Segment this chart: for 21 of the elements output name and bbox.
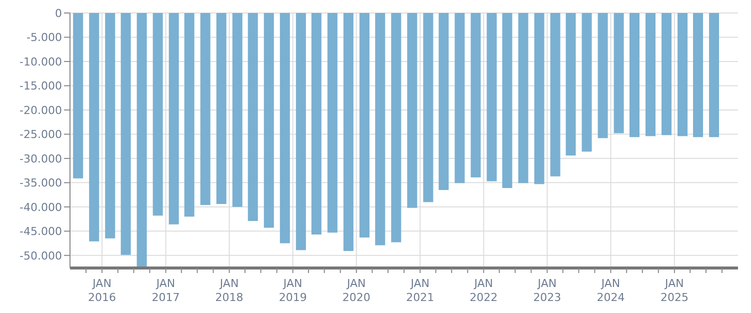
y-tick-label: -35.000 bbox=[20, 176, 62, 190]
x-tick-label: JAN 2023 bbox=[533, 277, 562, 304]
y-tick-label: -50.000 bbox=[20, 249, 62, 262]
y-tick-label: 0 bbox=[55, 6, 62, 20]
x-tick-label: JAN 2022 bbox=[470, 277, 498, 304]
y-tick-label: -20.000 bbox=[20, 104, 62, 117]
x-tick-label: JAN 2019 bbox=[278, 277, 307, 304]
x-tick-label: JAN 2017 bbox=[152, 277, 180, 304]
y-tick-label: -45.000 bbox=[20, 225, 62, 238]
y-tick-label: -5.000 bbox=[26, 31, 62, 44]
x-tick-label: JAN 2018 bbox=[215, 277, 244, 304]
y-tick-label: -15.000 bbox=[20, 80, 62, 93]
x-tick-label: JAN 2020 bbox=[342, 277, 370, 304]
y-tick-label: -10.000 bbox=[20, 55, 62, 68]
x-tick-label: JAN 2025 bbox=[660, 277, 688, 304]
y-tick-label: -40.000 bbox=[20, 200, 62, 214]
x-tick-label: JAN 2024 bbox=[596, 277, 625, 304]
y-tick-label: -30.000 bbox=[20, 152, 62, 166]
x-tick-label: JAN 2021 bbox=[406, 277, 434, 304]
x-tick-label: JAN 2016 bbox=[88, 277, 116, 304]
y-tick-label: -25.000 bbox=[20, 128, 62, 142]
